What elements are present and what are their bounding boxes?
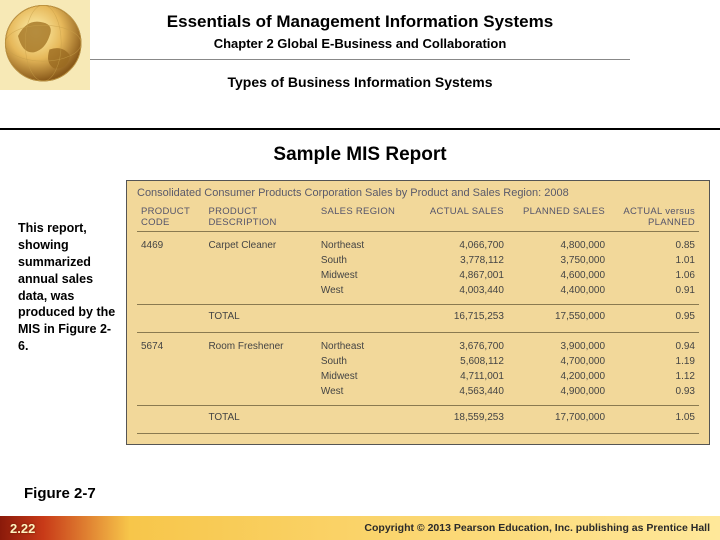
section-title: Types of Business Information Systems (0, 60, 720, 90)
col-planned-sales: PLANNED SALES (508, 203, 609, 232)
col-actual-vs-planned: ACTUAL versus PLANNED (609, 203, 699, 232)
col-sales-region: SALES REGION (317, 203, 407, 232)
table-row: 5674Room FreshenerNortheast3,676,7003,90… (137, 333, 699, 355)
table-row: Midwest4,867,0014,600,0001.06 (137, 268, 699, 283)
globe-icon (0, 0, 90, 90)
chapter-line: Chapter 2 Global E-Business and Collabor… (0, 32, 720, 51)
content-row: This report, showing summarized annual s… (0, 180, 720, 445)
table-separator (137, 427, 699, 434)
table-total-row: TOTAL16,715,25317,550,0000.95 (137, 305, 699, 327)
caption-column: This report, showing summarized annual s… (18, 180, 126, 445)
copyright-text: Copyright © 2013 Pearson Education, Inc.… (364, 522, 710, 534)
col-product-code: PRODUCT CODE (137, 203, 204, 232)
slide-title: Sample MIS Report (0, 144, 720, 166)
report-table: PRODUCT CODE PRODUCT DESCRIPTION SALES R… (137, 203, 699, 434)
table-row: West4,003,4404,400,0000.91 (137, 283, 699, 298)
table-row: Midwest4,711,0014,200,0001.12 (137, 369, 699, 384)
table-row: South5,608,1124,700,0001.19 (137, 354, 699, 369)
report-box: Consolidated Consumer Products Corporati… (126, 180, 710, 445)
footer-bar: 2.22 Copyright © 2013 Pearson Education,… (0, 516, 720, 540)
page-number: 2.22 (10, 521, 35, 536)
book-title: Essentials of Management Information Sys… (0, 0, 720, 32)
report-title: Consolidated Consumer Products Corporati… (137, 187, 699, 203)
table-row: South3,778,1123,750,0001.01 (137, 253, 699, 268)
table-row: 4469Carpet CleanerNortheast4,066,7004,80… (137, 232, 699, 254)
figure-label: Figure 2-7 (24, 485, 96, 502)
col-product-desc: PRODUCT DESCRIPTION (204, 203, 316, 232)
caption-text: This report, showing summarized annual s… (18, 220, 118, 355)
table-total-row: TOTAL18,559,25317,700,0001.05 (137, 406, 699, 428)
header: Essentials of Management Information Sys… (0, 0, 720, 130)
table-header-row: PRODUCT CODE PRODUCT DESCRIPTION SALES R… (137, 203, 699, 232)
report-column: Consolidated Consumer Products Corporati… (126, 180, 710, 445)
table-row: West4,563,4404,900,0000.93 (137, 384, 699, 399)
col-actual-sales: ACTUAL SALES (407, 203, 508, 232)
